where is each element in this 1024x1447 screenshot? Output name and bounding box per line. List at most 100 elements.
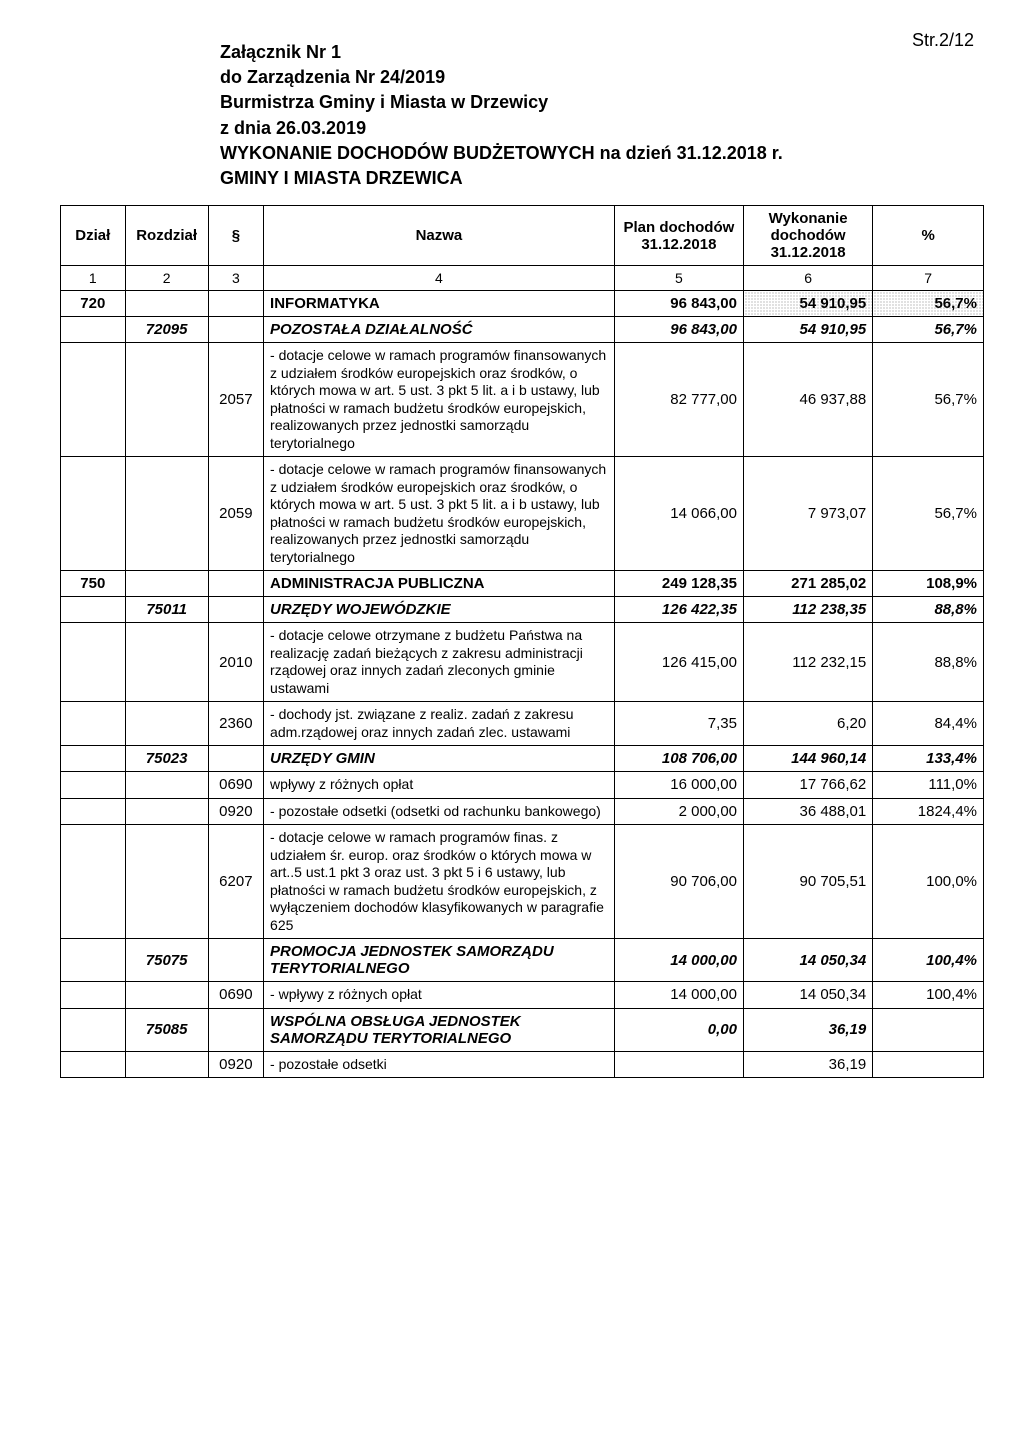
cell-par [208,571,263,597]
cell-rozdzial: 75085 [125,1008,208,1051]
cell-pct: 111,0% [873,772,984,799]
cell-plan: 82 777,00 [614,343,743,457]
colnum: 4 [264,266,615,291]
cell-wyk: 14 050,34 [744,939,873,982]
col-percent: % [873,206,984,266]
col-nazwa: Nazwa [264,206,615,266]
cell-dzial [61,343,126,457]
cell-rozdzial [125,1051,208,1078]
cell-plan: 16 000,00 [614,772,743,799]
cell-rozdzial [125,772,208,799]
cell-par [208,317,263,343]
table-row: 0920 - pozostałe odsetki (odsetki od rac… [61,798,984,825]
document-header: Załącznik Nr 1 do Zarządzenia Nr 24/2019… [220,40,984,191]
table-row: 75023 URZĘDY GMIN 108 706,00 144 960,14 … [61,746,984,772]
cell-dzial [61,982,126,1009]
cell-rozdzial: 75075 [125,939,208,982]
cell-dzial [61,825,126,939]
cell-pct: 100,4% [873,982,984,1009]
cell-par: 0920 [208,1051,263,1078]
cell-pct: 100,0% [873,825,984,939]
cell-par: 0690 [208,982,263,1009]
cell-nazwa: ADMINISTRACJA PUBLICZNA [264,571,615,597]
cell-par: 6207 [208,825,263,939]
colnum: 1 [61,266,126,291]
cell-pct: 56,7% [873,457,984,571]
cell-pct: 1824,4% [873,798,984,825]
cell-rozdzial [125,571,208,597]
colnum: 3 [208,266,263,291]
cell-wyk: 46 937,88 [744,343,873,457]
cell-rozdzial [125,982,208,1009]
cell-nazwa: URZĘDY WOJEWÓDZKIE [264,597,615,623]
table-row: 0690 wpływy z różnych opłat 16 000,00 17… [61,772,984,799]
colnum: 5 [614,266,743,291]
cell-dzial: 720 [61,291,126,317]
cell-nazwa: INFORMATYKA [264,291,615,317]
col-paragraf: § [208,206,263,266]
colnum: 7 [873,266,984,291]
cell-dzial [61,702,126,746]
cell-par [208,291,263,317]
cell-dzial [61,1051,126,1078]
cell-par [208,597,263,623]
cell-dzial [61,457,126,571]
table-row: 75085 WSPÓLNA OBSŁUGA JEDNOSTEK SAMORZĄD… [61,1008,984,1051]
cell-par: 2057 [208,343,263,457]
cell-plan: 14 000,00 [614,982,743,1009]
cell-wyk: 6,20 [744,702,873,746]
cell-rozdzial [125,825,208,939]
cell-plan [614,1051,743,1078]
cell-wyk: 54 910,95 [744,291,873,317]
cell-rozdzial [125,798,208,825]
cell-wyk: 14 050,34 [744,982,873,1009]
cell-plan: 7,35 [614,702,743,746]
cell-plan: 126 422,35 [614,597,743,623]
cell-wyk: 112 232,15 [744,623,873,702]
header-line: GMINY I MIASTA DRZEWICA [220,166,984,191]
cell-wyk: 7 973,07 [744,457,873,571]
table-row: 72095 POZOSTAŁA DZIAŁALNOŚĆ 96 843,00 54… [61,317,984,343]
cell-wyk: 112 238,35 [744,597,873,623]
colnum: 2 [125,266,208,291]
col-rozdzial: Rozdział [125,206,208,266]
cell-pct [873,1051,984,1078]
cell-dzial [61,798,126,825]
table-row: 75011 URZĘDY WOJEWÓDZKIE 126 422,35 112 … [61,597,984,623]
budget-table: Dział Rozdział § Nazwa Plan dochodów 31.… [60,205,984,1078]
cell-par: 0690 [208,772,263,799]
cell-rozdzial [125,291,208,317]
cell-par: 2360 [208,702,263,746]
table-row: 2059 - dotacje celowe w ramach programów… [61,457,984,571]
table-row: 750 ADMINISTRACJA PUBLICZNA 249 128,35 2… [61,571,984,597]
cell-dzial [61,623,126,702]
table-header-row: Dział Rozdział § Nazwa Plan dochodów 31.… [61,206,984,266]
cell-dzial: 750 [61,571,126,597]
cell-pct: 108,9% [873,571,984,597]
cell-rozdzial: 75011 [125,597,208,623]
cell-pct: 100,4% [873,939,984,982]
header-line: Załącznik Nr 1 [220,40,984,65]
cell-nazwa: - dotacje celowe w ramach programów fina… [264,457,615,571]
cell-wyk: 36,19 [744,1051,873,1078]
table-row: 75075 PROMOCJA JEDNOSTEK SAMORZĄDU TERYT… [61,939,984,982]
cell-nazwa: - dotacje celowe w ramach programów fina… [264,825,615,939]
cell-dzial [61,597,126,623]
cell-plan: 14 066,00 [614,457,743,571]
cell-wyk: 271 285,02 [744,571,873,597]
cell-nazwa: - wpływy z różnych opłat [264,982,615,1009]
table-row: 6207 - dotacje celowe w ramach programów… [61,825,984,939]
cell-plan: 96 843,00 [614,291,743,317]
cell-pct: 84,4% [873,702,984,746]
cell-dzial [61,746,126,772]
col-plan: Plan dochodów 31.12.2018 [614,206,743,266]
cell-plan: 0,00 [614,1008,743,1051]
cell-plan: 14 000,00 [614,939,743,982]
cell-wyk: 90 705,51 [744,825,873,939]
cell-nazwa: WSPÓLNA OBSŁUGA JEDNOSTEK SAMORZĄDU TERY… [264,1008,615,1051]
cell-dzial [61,772,126,799]
cell-pct: 133,4% [873,746,984,772]
cell-pct: 88,8% [873,623,984,702]
cell-nazwa: - dotacje celowe w ramach programów fina… [264,343,615,457]
col-wykonanie: Wykonanie dochodów 31.12.2018 [744,206,873,266]
